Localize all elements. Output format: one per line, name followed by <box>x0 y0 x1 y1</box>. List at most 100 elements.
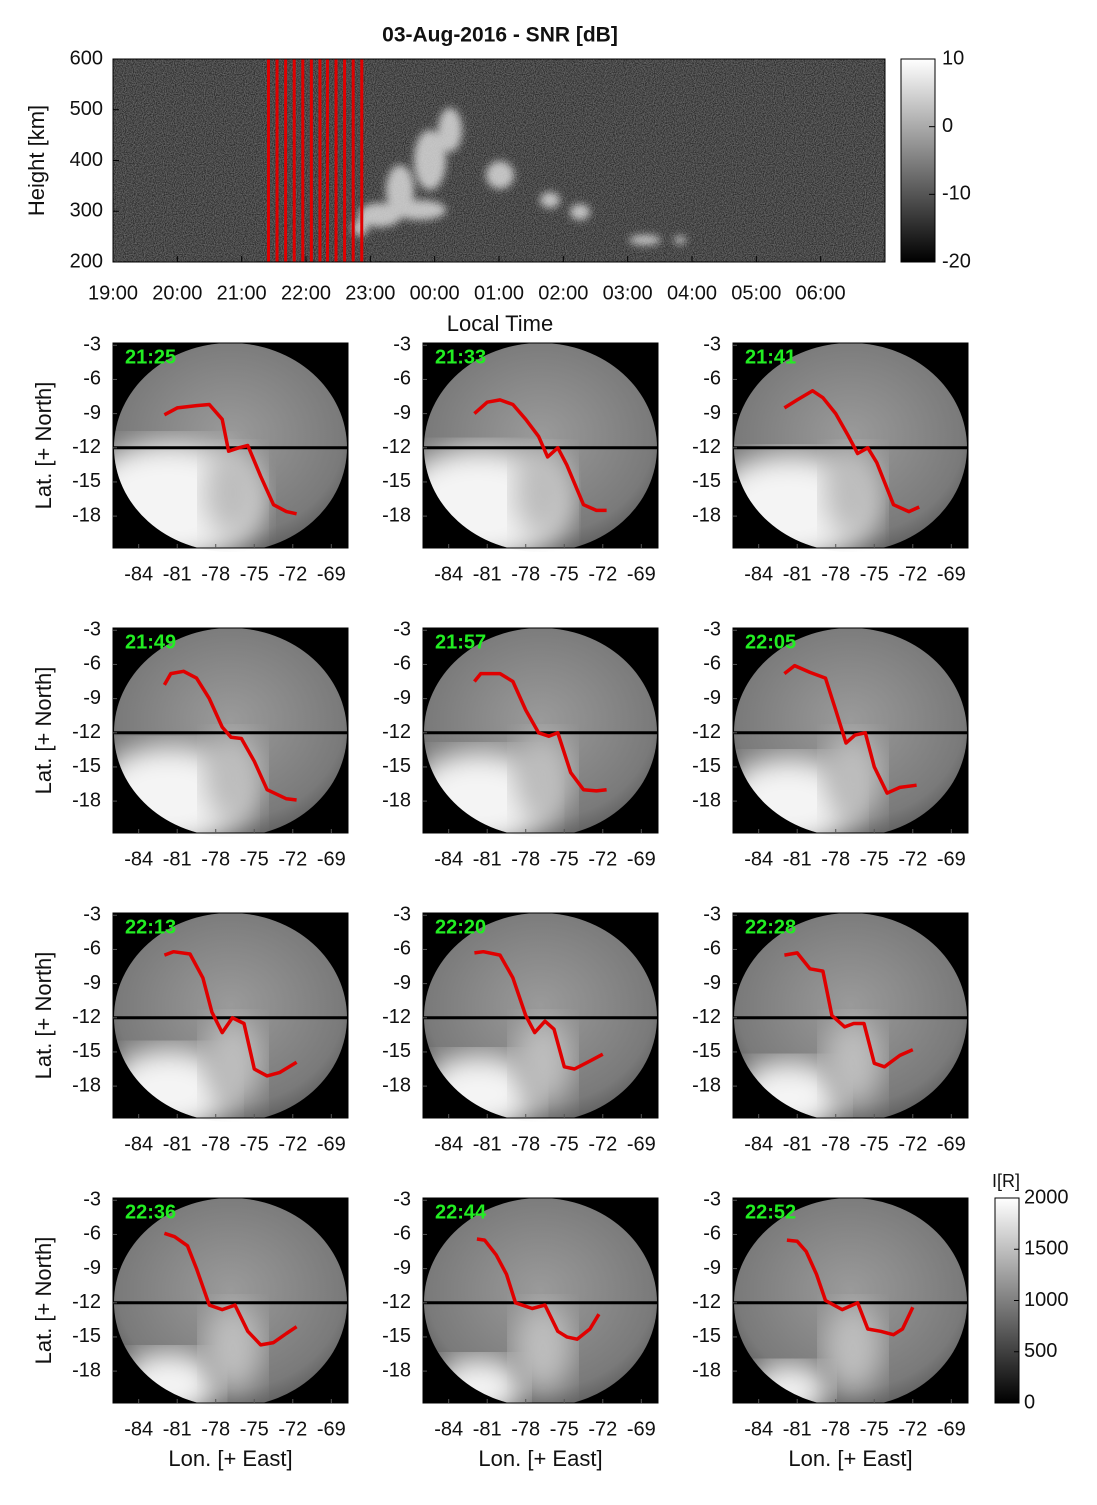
x-tick-label: -75 <box>550 1133 579 1155</box>
sky-image <box>114 913 347 1122</box>
depletion-contour <box>474 949 604 1071</box>
y-tick-label: -6 <box>703 653 721 675</box>
y-tick-label: -9 <box>83 687 101 709</box>
y-tick-label: -3 <box>393 904 411 926</box>
panel-time: 22:13 <box>125 916 176 938</box>
rti-echo <box>352 220 368 236</box>
x-tick-label: -69 <box>627 1418 656 1440</box>
colorbar-tick-label: -20 <box>942 250 971 272</box>
x-tick-label: -81 <box>473 563 502 585</box>
plot-frame <box>732 912 969 1119</box>
x-tick-label: 02:00 <box>538 282 588 304</box>
y-tick-label: -12 <box>692 1006 721 1028</box>
x-tick-label: -72 <box>898 1418 927 1440</box>
y-tick-label: -18 <box>72 504 101 526</box>
x-tick-label: -84 <box>124 1418 153 1440</box>
plot-frame <box>422 342 659 549</box>
x-tick-label: 03:00 <box>603 282 653 304</box>
x-tick-label: 06:00 <box>796 282 846 304</box>
bright-region <box>823 448 883 538</box>
y-tick-label: -18 <box>382 789 411 811</box>
y-tick-label: -3 <box>703 334 721 356</box>
plot-frame <box>732 342 969 549</box>
x-tick-label: -72 <box>588 1133 617 1155</box>
panel-time: 22:52 <box>745 1201 796 1223</box>
panel-time: 21:57 <box>435 631 486 653</box>
x-tick-label: -81 <box>163 1133 192 1155</box>
x-tick-label: -75 <box>240 1418 269 1440</box>
x-tick-label: 04:00 <box>667 282 717 304</box>
plot-frame <box>112 342 349 549</box>
y-tick-label: -15 <box>382 470 411 492</box>
rti-echo <box>540 192 560 208</box>
colorbar-tick-label: -10 <box>942 183 971 205</box>
depletion-contour <box>473 398 607 513</box>
y-tick-label: -6 <box>393 938 411 960</box>
y-tick-label: -18 <box>382 1359 411 1381</box>
y-tick-label: -18 <box>692 1074 721 1096</box>
y-tick-label: -15 <box>382 1040 411 1062</box>
y-tick-label: -6 <box>83 938 101 960</box>
y-tick-label: -15 <box>692 470 721 492</box>
depletion-contour <box>783 389 920 514</box>
y-tick-label: 600 <box>70 47 103 69</box>
x-tick-label: -69 <box>937 1418 966 1440</box>
x-tick-label: -84 <box>434 1133 463 1155</box>
x-tick-label: -81 <box>163 1418 192 1440</box>
bright-region <box>203 1303 263 1393</box>
x-tick-label: 05:00 <box>731 282 781 304</box>
y-tick-label: -18 <box>382 504 411 526</box>
y-tick-label: -9 <box>703 687 721 709</box>
rti-echo <box>438 108 462 152</box>
y-tick-label: -3 <box>393 1189 411 1211</box>
x-tick-label: 22:00 <box>281 282 331 304</box>
y-tick-label: -9 <box>703 972 721 994</box>
rti-background <box>113 59 885 262</box>
x-tick-label: -84 <box>124 563 153 585</box>
x-tick-label: -78 <box>511 563 540 585</box>
bright-region <box>203 733 263 823</box>
x-tick-label: -72 <box>588 1418 617 1440</box>
x-tick-label: -78 <box>821 1133 850 1155</box>
x-tick-label: -69 <box>317 563 346 585</box>
x-tick-label: 21:00 <box>217 282 267 304</box>
y-tick-label: -6 <box>83 368 101 390</box>
panel-time: 21:33 <box>435 346 486 368</box>
bright-region <box>513 733 573 823</box>
x-tick-label: -75 <box>860 1418 889 1440</box>
plot-frame <box>732 627 969 834</box>
x-tick-label: -69 <box>627 1133 656 1155</box>
x-tick-label: -78 <box>511 1418 540 1440</box>
x-tick-label: -84 <box>434 1418 463 1440</box>
y-axis-label: Lat. [+ North] <box>31 667 56 795</box>
y-tick-label: -15 <box>72 755 101 777</box>
x-tick-label: -69 <box>627 563 656 585</box>
chart-title: 03-Aug-2016 - SNR [dB] <box>382 24 618 47</box>
x-tick-label: -78 <box>821 848 850 870</box>
y-tick-label: -3 <box>393 619 411 641</box>
y-tick-label: -9 <box>393 402 411 424</box>
y-axis-label: Lat. [+ North] <box>31 382 56 510</box>
plot-frame <box>422 1197 659 1404</box>
y-tick-label: -6 <box>83 653 101 675</box>
depletion-contour <box>163 949 298 1078</box>
colorbar-tick-label: 0 <box>1024 1391 1035 1413</box>
y-tick-label: -18 <box>72 1359 101 1381</box>
y-tick-label: -15 <box>382 755 411 777</box>
x-tick-label: -72 <box>278 1418 307 1440</box>
y-tick-label: -3 <box>703 619 721 641</box>
x-tick-label: -69 <box>317 848 346 870</box>
x-tick-label: -81 <box>473 1418 502 1440</box>
x-tick-label: -75 <box>550 1418 579 1440</box>
x-tick-label: -81 <box>163 848 192 870</box>
x-tick-label: -81 <box>163 563 192 585</box>
y-tick-label: -6 <box>393 653 411 675</box>
y-tick-label: -12 <box>72 1006 101 1028</box>
depletion-contour <box>783 663 917 795</box>
y-axis-label: Lat. [+ North] <box>31 952 56 1080</box>
y-tick-label: -12 <box>72 436 101 458</box>
colorbar-tick-label: 1000 <box>1024 1289 1069 1311</box>
x-tick-label: -84 <box>434 848 463 870</box>
panel-time: 22:36 <box>125 1201 176 1223</box>
x-tick-label: -75 <box>240 1133 269 1155</box>
